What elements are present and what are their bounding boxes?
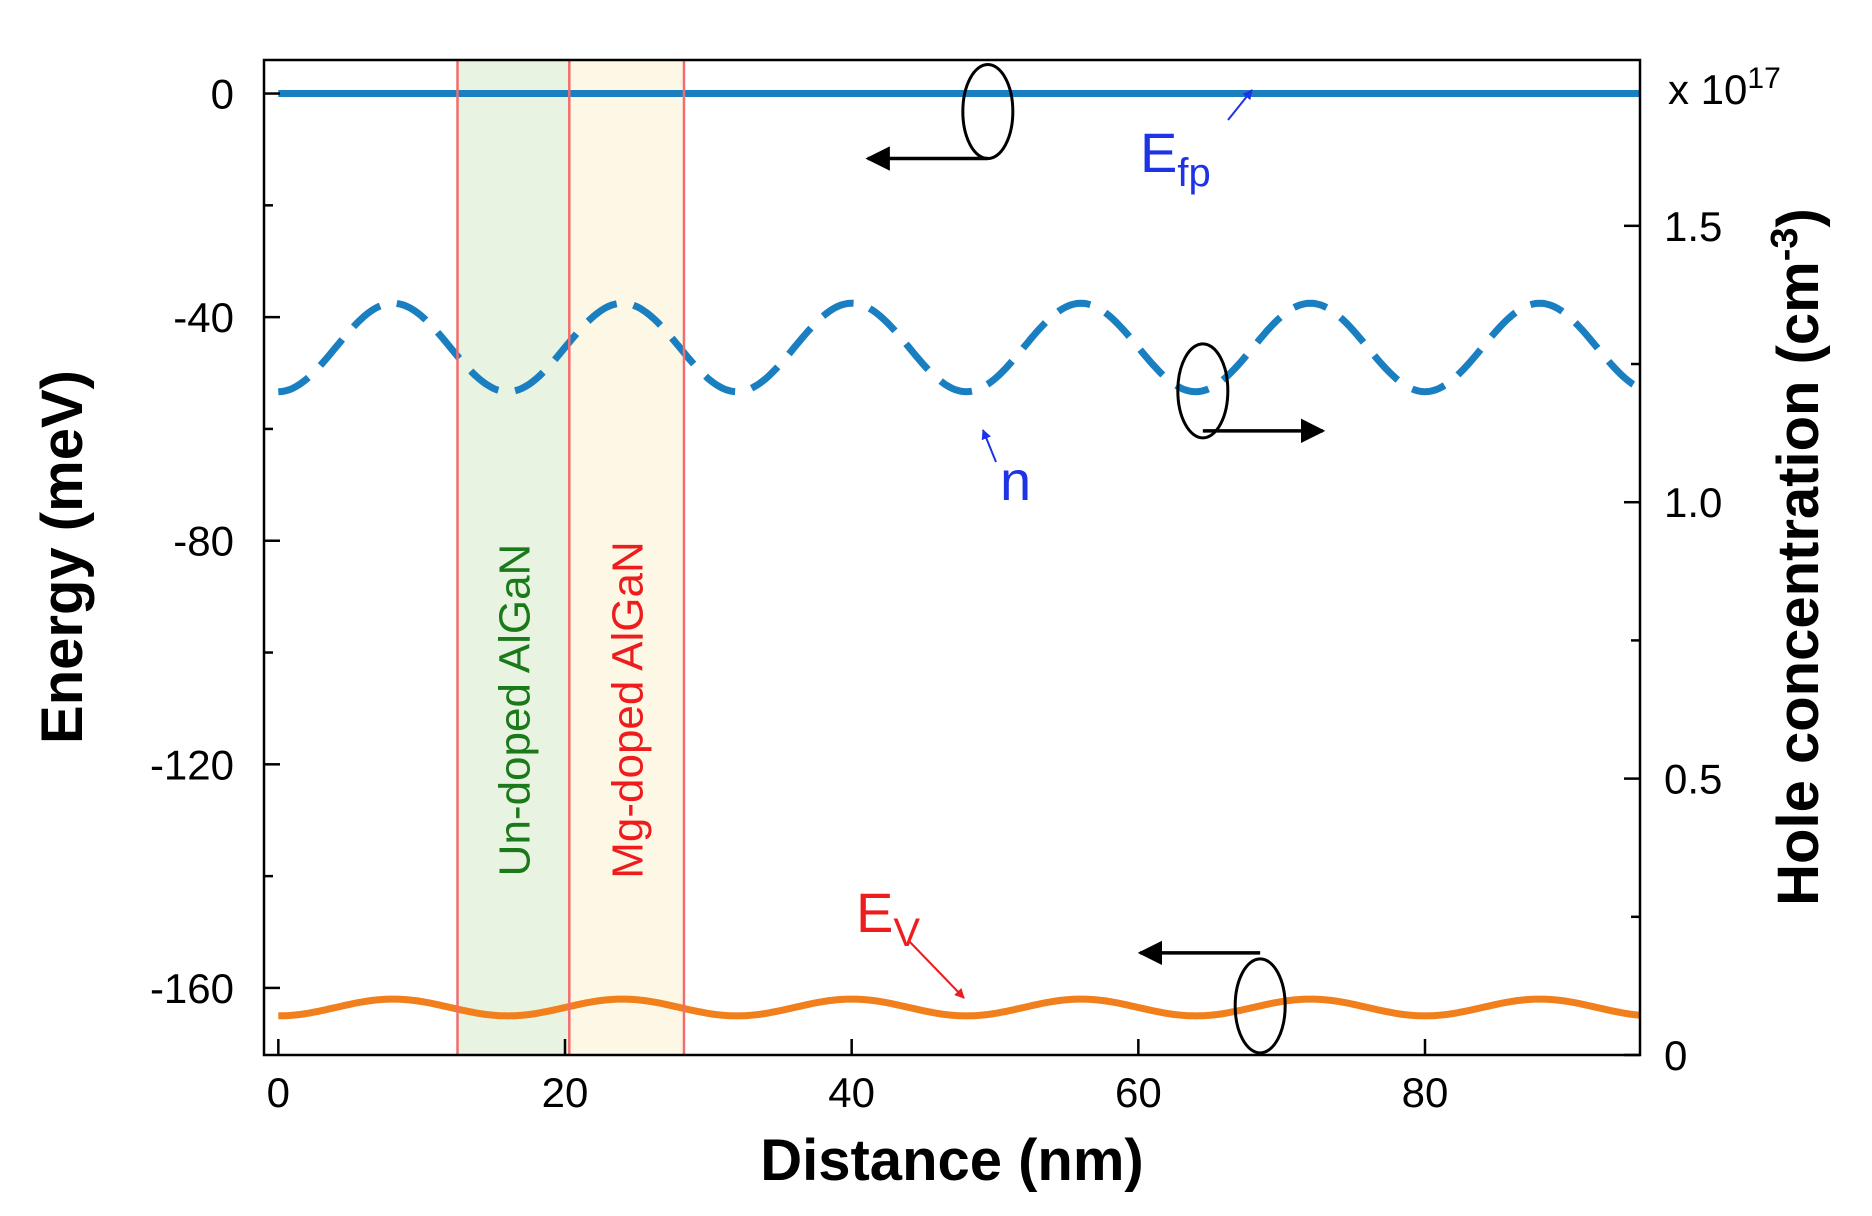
y-axis-right-multiplier: x 1017 [1668, 62, 1781, 114]
regions-layer [457, 60, 684, 1055]
region-band-1 [569, 60, 684, 1055]
y-axis-right-title-close: ) [1766, 208, 1831, 227]
y-tick-label-3: -120 [150, 741, 234, 788]
y-axis-left-ticks: 0 -40 -80 -120 -160 [150, 71, 280, 1012]
region-labels: Un-doped AlGaN Mg-doped AlGaN [490, 541, 652, 879]
annotation-efp-main: E [1140, 121, 1177, 184]
y-tick-label-0: 0 [211, 71, 234, 118]
series-n-line [278, 299, 1640, 396]
y-axis-left-title: Energy (meV) [30, 370, 95, 744]
y2-tick-label-3: 1.5 [1664, 203, 1722, 250]
axis-indicators [865, 63, 1326, 1055]
region-label-0: Un-doped AlGaN [490, 544, 539, 877]
region-label-1: Mg-doped AlGaN [604, 541, 653, 879]
y-tick-label-2: -80 [173, 518, 234, 565]
y-axis-right-ticks: 0 0.5 1.0 1.5 [1624, 203, 1722, 1079]
y2-tick-label-1: 0.5 [1664, 756, 1722, 803]
y2-tick-label-0: 0 [1664, 1032, 1687, 1079]
annotation-efp-label: Efp [1140, 121, 1211, 195]
annotation-n-main: n [1000, 449, 1031, 512]
axis-indicator-ellipse-1 [1176, 342, 1230, 440]
x-tick-label-3: 60 [1115, 1069, 1162, 1116]
x-axis-ticks: 0 20 40 60 80 [267, 1039, 1449, 1116]
x-tick-label-2: 40 [828, 1069, 875, 1116]
annotation-efp-sub: fp [1177, 151, 1210, 195]
y-axis-right-title-exp: -3 [1764, 227, 1806, 261]
region-band-0 [457, 60, 570, 1055]
series-ev-line [278, 995, 1640, 1020]
annotation-efp-pointer [1227, 89, 1253, 121]
annotation-ev-main: E [856, 881, 893, 944]
y-tick-label-1: -40 [173, 294, 234, 341]
y-axis-right-title-main: Hole concentration (cm [1766, 261, 1831, 906]
series-layer [278, 90, 1640, 1020]
x-axis-title: Distance (nm) [760, 1128, 1144, 1193]
y2-tick-label-2: 1.0 [1664, 479, 1722, 526]
y-axis-right-title: Hole concentration (cm-3) [1764, 208, 1831, 906]
multiplier-base: x 10 [1668, 66, 1747, 113]
region-boundary-lines [456, 60, 686, 1055]
annotation-ev-pointer [907, 939, 965, 999]
multiplier-exp: 17 [1747, 62, 1780, 95]
x-tick-label-4: 80 [1402, 1069, 1449, 1116]
plot-frame [262, 58, 1642, 1057]
axis-indicator-ellipse-0 [961, 63, 1015, 161]
axis-indicator-ellipse-2 [1233, 957, 1287, 1055]
annotation-n-pointer [981, 429, 997, 463]
x-tick-label-0: 0 [267, 1069, 290, 1116]
y-tick-label-4: -160 [150, 965, 234, 1012]
x-tick-label-1: 20 [542, 1069, 589, 1116]
annotation-n-label: n [1000, 449, 1031, 512]
